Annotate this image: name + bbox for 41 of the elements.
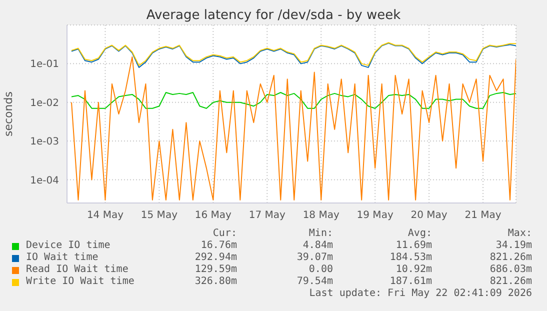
y-tick-label: 1e-03 <box>30 136 59 148</box>
legend-label: Write IO Wait time <box>26 276 134 287</box>
text: Max: <box>508 228 532 239</box>
chart-title: Average latency for /dev/sda - by week <box>145 8 402 23</box>
text: 821.26m <box>490 276 532 287</box>
y-tick-label: 1e-01 <box>30 59 59 70</box>
legend-label: Read IO Wait time <box>26 264 128 275</box>
y-axis-title: seconds <box>2 91 15 136</box>
text: 0.00 <box>308 264 333 275</box>
text: 184.53m <box>390 252 432 263</box>
text: 34.19m <box>496 240 532 251</box>
text: 187.61m <box>390 276 432 287</box>
x-tick-label: 19 May <box>356 210 394 222</box>
text: 129.59m <box>194 264 237 275</box>
text: Last update: Fri May 22 02:41:09 2026 <box>309 288 532 299</box>
line-series <box>70 56 516 200</box>
x-tick-label: 16 May <box>194 210 232 222</box>
x-tick-label: 18 May <box>302 210 340 222</box>
y-tick-label: 1e-02 <box>30 98 59 109</box>
text: Avg: <box>408 228 432 239</box>
x-tick-label: 15 May <box>140 210 178 222</box>
text: 16.76m <box>200 240 237 251</box>
text: Min: <box>308 228 333 239</box>
x-tick-label: 17 May <box>248 210 286 222</box>
line-series <box>70 92 516 109</box>
x-tick-label: 21 May <box>464 210 502 222</box>
text: 79.54m <box>296 276 333 287</box>
legend-label: IO Wait time <box>26 252 98 263</box>
text: 10.92m <box>396 264 432 275</box>
text: 4.84m <box>302 240 333 251</box>
text: 686.03m <box>490 264 532 275</box>
x-tick-label: 20 May <box>410 210 448 222</box>
x-tick-label: 14 May <box>86 210 124 222</box>
text: Cur: <box>212 228 237 239</box>
text: 821.26m <box>490 252 532 263</box>
y-tick-label: 1e-04 <box>30 175 59 186</box>
text: 39.07m <box>296 252 333 263</box>
legend-label: Device IO time <box>26 240 110 251</box>
text: 292.94m <box>194 252 237 263</box>
text: 11.69m <box>396 240 432 251</box>
text: 326.80m <box>194 276 237 287</box>
